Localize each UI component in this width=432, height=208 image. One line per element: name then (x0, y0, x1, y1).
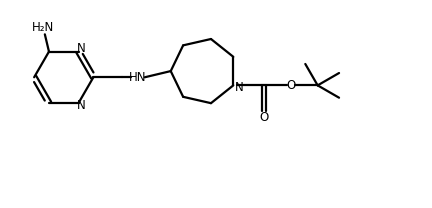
Text: HN: HN (129, 71, 146, 84)
Text: O: O (286, 79, 295, 92)
Text: H₂N: H₂N (32, 21, 54, 34)
Text: O: O (260, 111, 269, 124)
Text: N: N (77, 42, 86, 55)
Text: N: N (77, 99, 86, 112)
Text: N: N (235, 81, 244, 94)
